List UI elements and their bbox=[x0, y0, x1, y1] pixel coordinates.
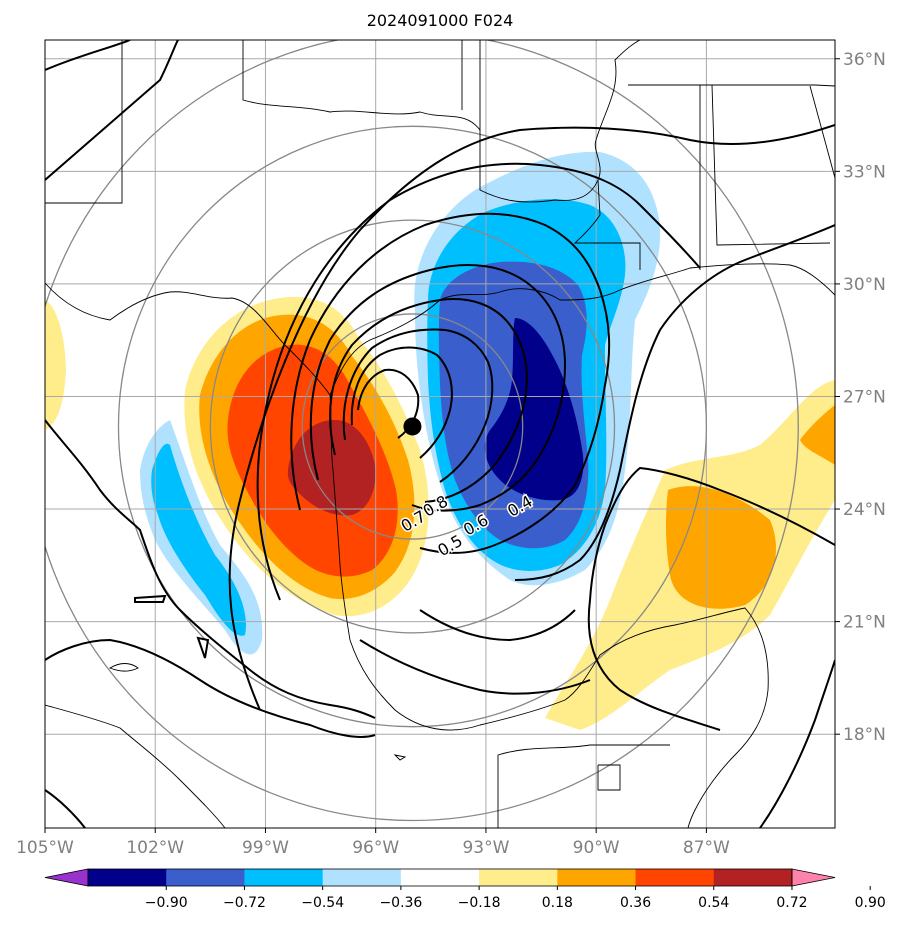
contour-ring-outer bbox=[228, 124, 835, 711]
colorbar-extend-high bbox=[791, 868, 836, 887]
colorbar-extend-low bbox=[44, 868, 89, 887]
lat-tick-label: 21°N bbox=[843, 613, 886, 633]
contour-south-2 bbox=[419, 609, 576, 642]
colorbar-segment bbox=[322, 869, 402, 886]
contour-eastern-arc-2 bbox=[589, 466, 835, 601]
contour-ring-6 bbox=[342, 328, 494, 483]
colorbar-segment bbox=[635, 869, 715, 886]
border-guatemala bbox=[497, 744, 670, 828]
border-new-mexico bbox=[45, 40, 123, 204]
lat-tick-label: 18°N bbox=[843, 725, 886, 745]
colorbar-tick-label: −0.18 bbox=[458, 895, 501, 911]
contour-blob-1 bbox=[134, 594, 167, 603]
storm-center-marker bbox=[403, 417, 422, 436]
contour-south-1 bbox=[359, 639, 591, 695]
lat-tick-labels: 36°N 33°N 30°N 27°N 24°N 21°N 18°N bbox=[835, 50, 886, 745]
range-ring-2 bbox=[117, 125, 708, 728]
colorbar-tick-label: −0.54 bbox=[301, 895, 344, 911]
shade-pos-w-edge bbox=[45, 300, 66, 430]
lon-tick-labels: 105°W 102°W 99°W 96°W 93°W 90°W 87°W bbox=[16, 828, 730, 858]
colorbar-tick-label: 0.72 bbox=[776, 895, 807, 911]
border-tennessee bbox=[628, 84, 835, 87]
chart-title: 2024091000 F024 bbox=[367, 11, 514, 30]
contour-eastern-arc-3 bbox=[587, 599, 721, 731]
contour-ring-4 bbox=[309, 264, 567, 512]
contour-blob-2 bbox=[196, 636, 210, 659]
shaded-field bbox=[45, 151, 835, 730]
coast-gulf-north bbox=[329, 263, 835, 396]
lon-tick-label: 102°W bbox=[126, 838, 184, 858]
range-ring-0 bbox=[301, 313, 524, 540]
coast-yucatan bbox=[564, 607, 769, 828]
lon-tick-label: 90°W bbox=[573, 838, 620, 858]
lon-tick-label: 87°W bbox=[683, 838, 730, 858]
colorbar-tick-label: −0.36 bbox=[379, 895, 422, 911]
range-ring-3 bbox=[45, 40, 799, 822]
contour-sw-bottom bbox=[45, 789, 86, 828]
lon-tick-label: 96°W bbox=[352, 838, 399, 858]
lat-tick-label: 33°N bbox=[843, 162, 886, 182]
shade-neg-e-max bbox=[484, 318, 584, 501]
colorbar-outline bbox=[87, 868, 793, 887]
contour-eastern-arc-1 bbox=[514, 224, 835, 581]
colorbar-tick-label: −0.72 bbox=[223, 895, 266, 911]
lon-tick-label: 93°W bbox=[462, 838, 509, 858]
lon-tick-label: 99°W bbox=[242, 838, 289, 858]
border-arkansas-louisiana bbox=[479, 40, 641, 203]
lat-tick-label: 24°N bbox=[843, 500, 886, 520]
colorbar-segment bbox=[400, 869, 480, 886]
colorbar-tick-label: 0.90 bbox=[855, 895, 886, 911]
coast-texas-south bbox=[329, 394, 566, 731]
shade-pos-w-max bbox=[287, 420, 376, 516]
border-mississippi-alabama bbox=[699, 84, 831, 270]
colorbar-segment bbox=[479, 869, 558, 886]
border-texas-oklahoma bbox=[242, 40, 481, 132]
colorbar-tick-label: 0.54 bbox=[698, 895, 729, 911]
border-louisiana-mississippi bbox=[573, 179, 641, 270]
colorbar-segment bbox=[713, 869, 793, 886]
contours bbox=[45, 40, 835, 828]
colorbar-segment bbox=[166, 869, 245, 886]
range-ring-1 bbox=[209, 219, 616, 634]
range-rings bbox=[45, 40, 799, 822]
lat-tick-label: 30°N bbox=[843, 275, 886, 295]
map-frame bbox=[44, 39, 836, 829]
shade-pos-e-mid bbox=[800, 405, 835, 465]
map-area: 0.80.7 0.60.50.4 bbox=[45, 40, 835, 828]
contour-ring-3 bbox=[290, 212, 611, 554]
border-kentucky bbox=[809, 85, 835, 179]
colorbar-segment bbox=[88, 869, 167, 886]
shade-neg-sw-mid bbox=[151, 443, 246, 636]
gridlines bbox=[45, 40, 835, 828]
lat-tick-label: 36°N bbox=[843, 50, 886, 70]
contour-outer-3 bbox=[45, 40, 179, 181]
island-baja-1 bbox=[108, 663, 139, 672]
colorbar-segment bbox=[244, 869, 324, 886]
island-cozumel bbox=[393, 754, 407, 761]
colorbar-tick-label: 0.36 bbox=[620, 895, 651, 911]
contour-ring-5 bbox=[329, 298, 528, 503]
contour-ring-7 bbox=[350, 346, 453, 459]
coast-west-mexico bbox=[45, 704, 226, 828]
lon-tick-label: 105°W bbox=[16, 838, 74, 858]
colorbar: −0.90 −0.72 −0.54 −0.36 −0.18 0.18 0.36 0.54 0.7… bbox=[44, 868, 886, 911]
lat-tick-label: 27°N bbox=[843, 387, 886, 407]
colorbar-tick-label: 0.18 bbox=[542, 895, 573, 911]
contour-outer-west bbox=[45, 419, 376, 719]
colorbar-segment bbox=[557, 869, 637, 886]
contour-ring-2 bbox=[256, 162, 701, 601]
contour-outer-1 bbox=[45, 638, 376, 738]
colorbar-tick-label: −0.90 bbox=[145, 895, 188, 911]
contour-outer-2 bbox=[45, 40, 131, 71]
contour-southeast bbox=[759, 659, 835, 828]
